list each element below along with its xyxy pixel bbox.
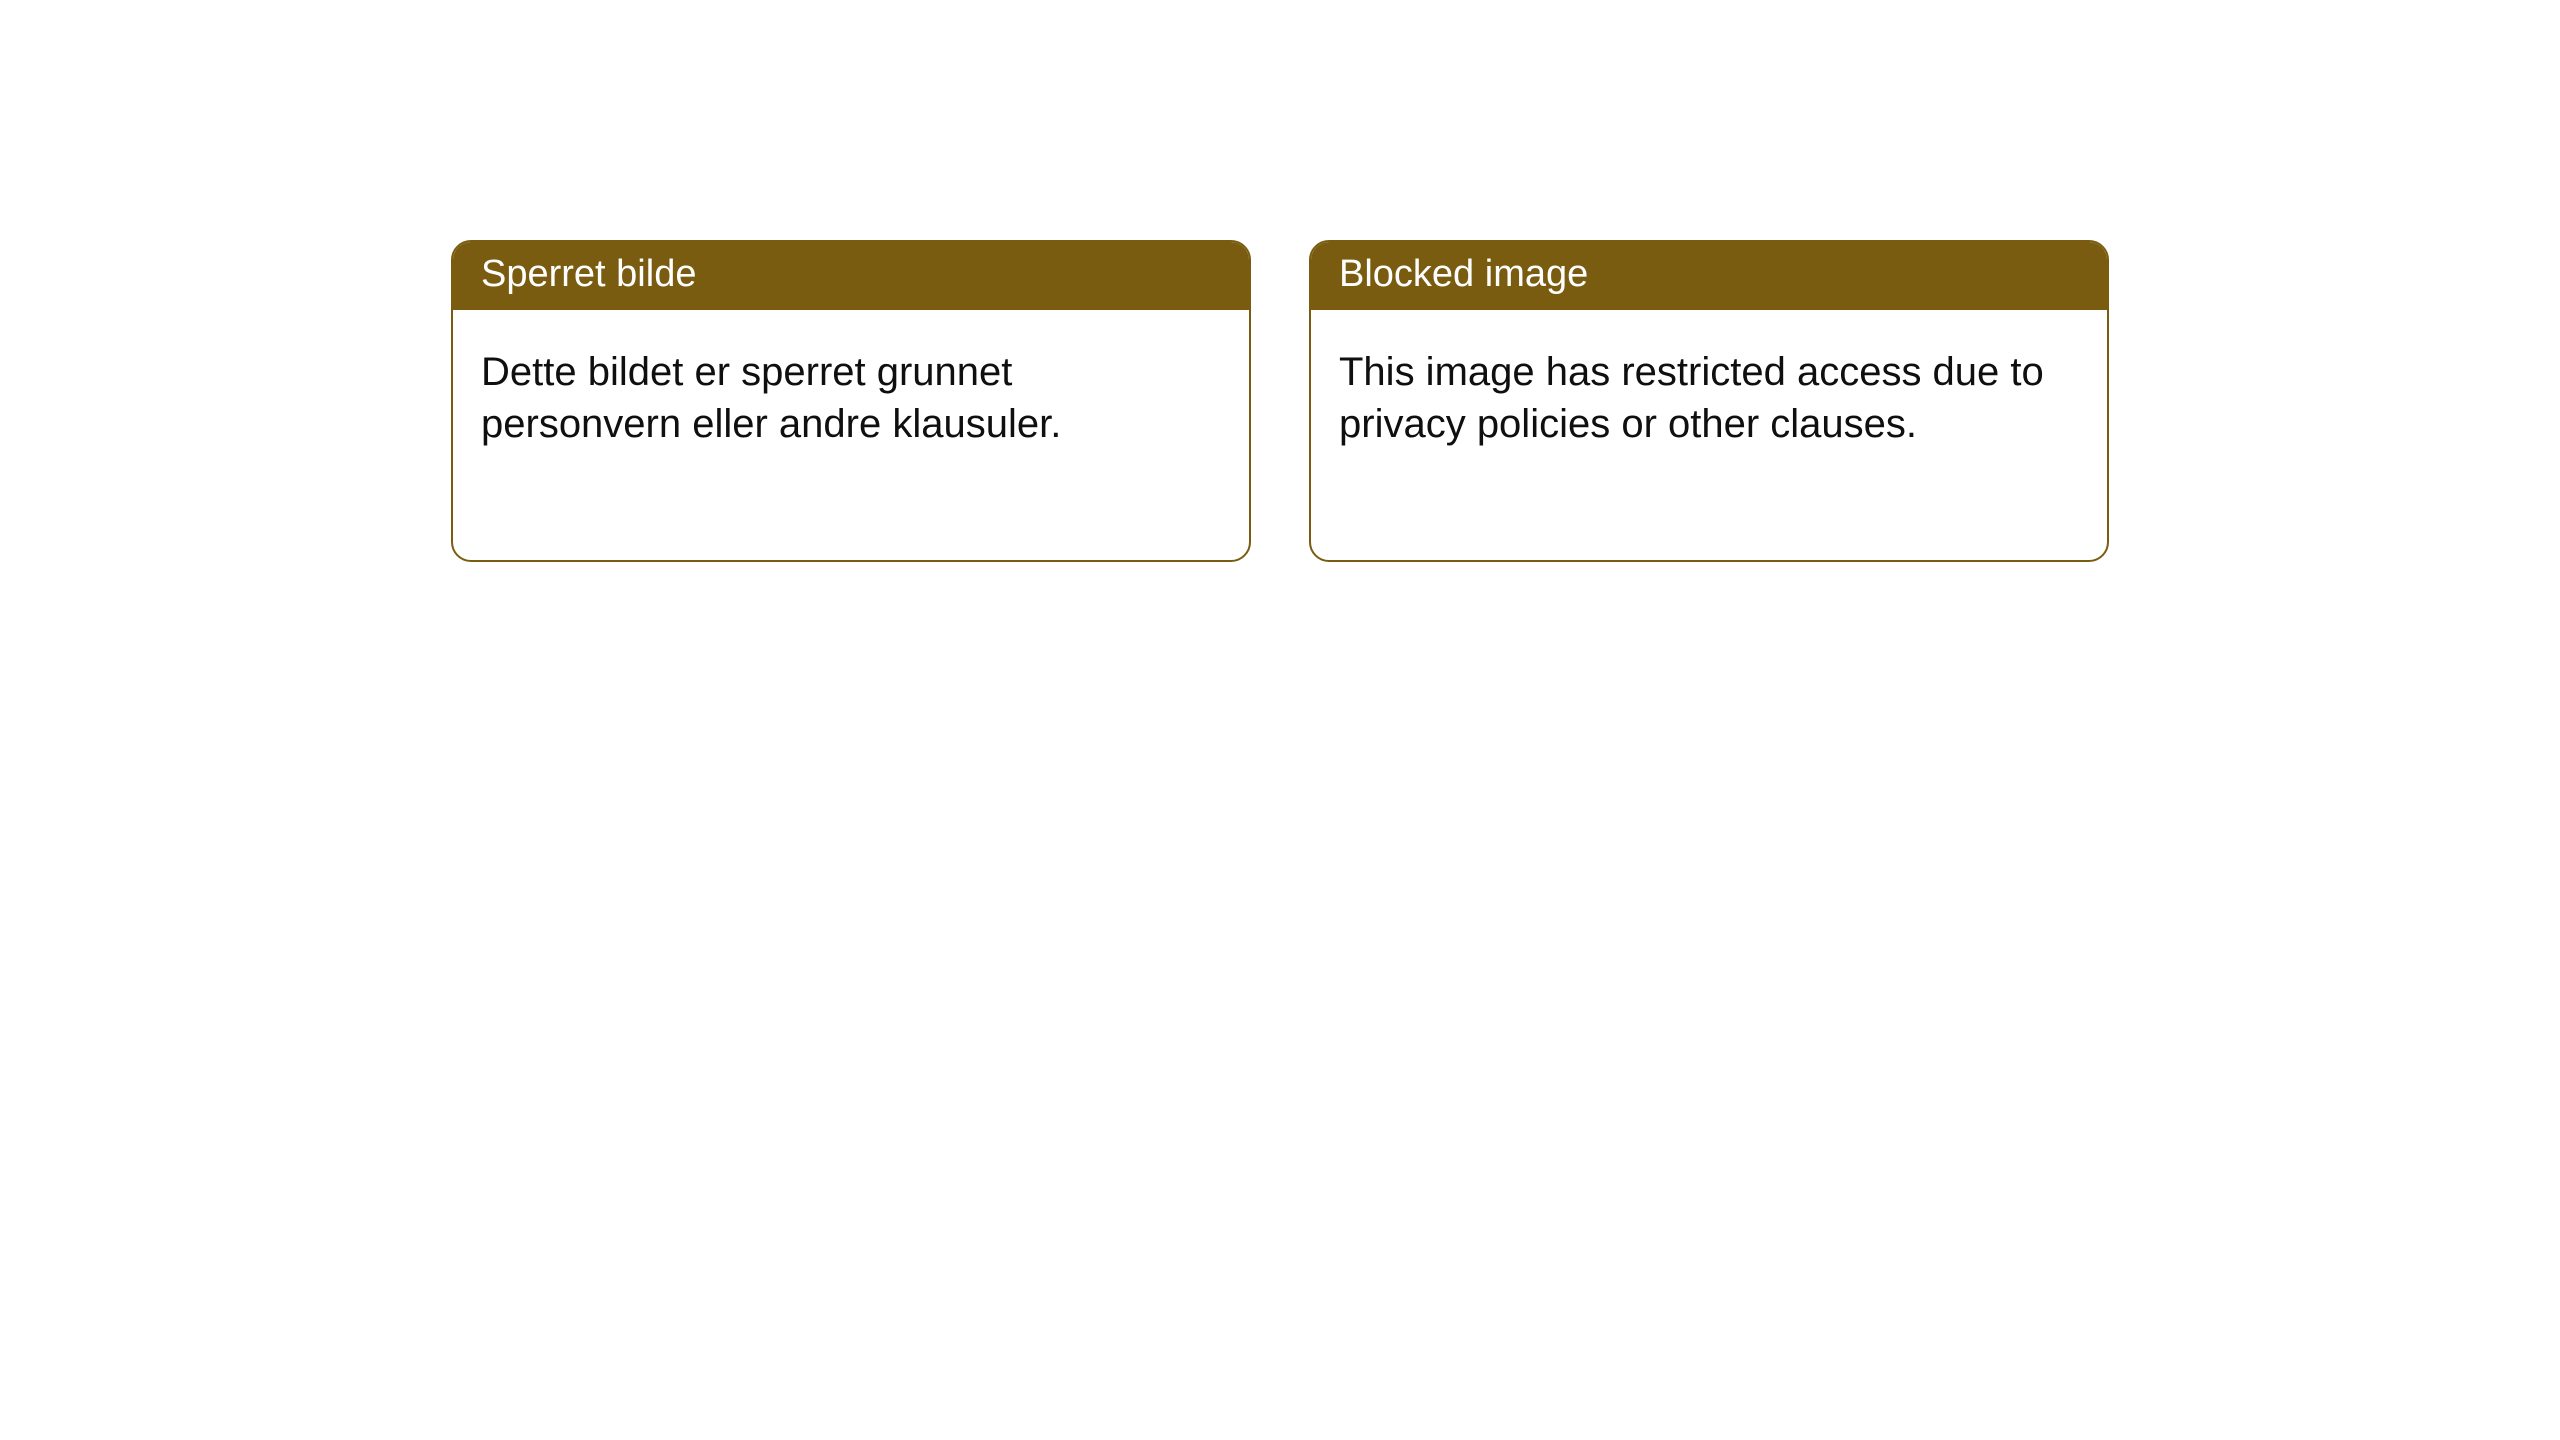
blocked-image-card-no: Sperret bilde Dette bildet er sperret gr… [451, 240, 1251, 562]
card-body-en: This image has restricted access due to … [1311, 310, 2107, 560]
card-title-en: Blocked image [1311, 242, 2107, 310]
card-title-no: Sperret bilde [453, 242, 1249, 310]
blocked-image-notices: Sperret bilde Dette bildet er sperret gr… [451, 240, 2109, 562]
card-body-no: Dette bildet er sperret grunnet personve… [453, 310, 1249, 560]
blocked-image-card-en: Blocked image This image has restricted … [1309, 240, 2109, 562]
